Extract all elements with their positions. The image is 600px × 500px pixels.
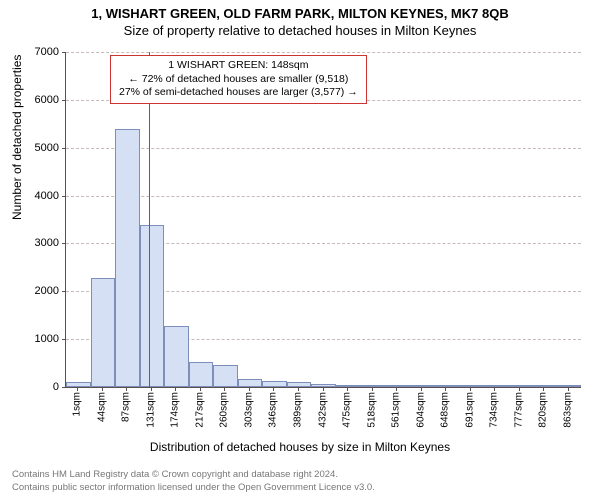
x-tick-label: 475sqm	[342, 392, 353, 428]
histogram-bar	[213, 365, 238, 387]
y-tick-label: 5000	[9, 142, 59, 154]
histogram-bar	[115, 129, 140, 387]
x-tick-label: 604sqm	[415, 392, 426, 428]
x-tick-label: 691sqm	[464, 392, 475, 428]
x-tick-label: 131sqm	[145, 392, 156, 428]
y-tick-label: 3000	[9, 237, 59, 249]
y-tick-label: 4000	[9, 190, 59, 202]
x-axis-label: Distribution of detached houses by size …	[0, 440, 600, 454]
annotation-line-3: 27% of semi-detached houses are larger (…	[119, 86, 358, 100]
annotation-line-2: ← 72% of detached houses are smaller (9,…	[119, 73, 358, 87]
y-tick-label: 0	[9, 381, 59, 393]
x-tick-label: 217sqm	[194, 392, 205, 428]
x-tick-label: 777sqm	[513, 392, 524, 428]
gridline	[66, 196, 581, 197]
histogram-bar	[140, 225, 165, 387]
footer-line-2: Contains public sector information licen…	[12, 482, 375, 494]
x-tick-label: 432sqm	[317, 392, 328, 428]
x-tick-label: 1sqm	[72, 392, 83, 416]
x-tick-label: 518sqm	[366, 392, 377, 428]
footer-line-1: Contains HM Land Registry data © Crown c…	[12, 469, 375, 481]
y-tick-label: 1000	[9, 333, 59, 345]
x-tick-label: 260sqm	[219, 392, 230, 428]
x-tick-label: 648sqm	[440, 392, 451, 428]
chart-title-sub: Size of property relative to detached ho…	[0, 21, 600, 38]
x-tick-label: 44sqm	[96, 392, 107, 422]
annotation-line-1: 1 WISHART GREEN: 148sqm	[119, 59, 358, 73]
histogram-bar	[91, 278, 116, 387]
x-tick-label: 303sqm	[243, 392, 254, 428]
chart-title-main: 1, WISHART GREEN, OLD FARM PARK, MILTON …	[0, 0, 600, 21]
x-tick-label: 174sqm	[170, 392, 181, 428]
y-tick-label: 6000	[9, 94, 59, 106]
x-tick-label: 561sqm	[391, 392, 402, 428]
x-tick-label: 734sqm	[489, 392, 500, 428]
histogram-bar	[189, 362, 214, 387]
x-tick-label: 389sqm	[292, 392, 303, 428]
annotation-callout: 1 WISHART GREEN: 148sqm ← 72% of detache…	[110, 55, 367, 104]
x-tick-label: 863sqm	[562, 392, 573, 428]
gridline	[66, 148, 581, 149]
histogram-bar	[164, 326, 189, 387]
footer-attribution: Contains HM Land Registry data © Crown c…	[12, 469, 375, 494]
x-tick-label: 87sqm	[121, 392, 132, 422]
y-tick-label: 7000	[9, 46, 59, 58]
y-tick-label: 2000	[9, 285, 59, 297]
x-tick-label: 346sqm	[268, 392, 279, 428]
x-tick-label: 820sqm	[538, 392, 549, 428]
histogram-bar	[238, 379, 263, 387]
gridline	[66, 52, 581, 53]
